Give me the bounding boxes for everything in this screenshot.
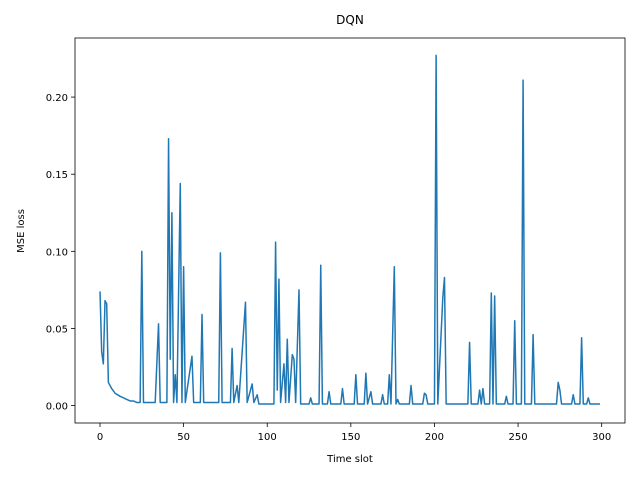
y-tick-label: 0.10 (46, 247, 68, 258)
x-axis-label: Time slot (326, 454, 373, 465)
x-tick-label: 250 (509, 432, 528, 443)
x-tick-label: 0 (97, 432, 103, 443)
data-line (99, 54, 600, 405)
y-axis-label: MSE loss (16, 209, 27, 253)
y-tick-label: 0.20 (46, 93, 68, 104)
axes-frame (74, 37, 626, 424)
y-tick-label: 0.15 (46, 170, 68, 181)
y-tick-label: 0.00 (46, 402, 68, 413)
x-tick-label: 150 (341, 432, 360, 443)
x-tick-label: 50 (177, 432, 190, 443)
x-tick-label: 300 (592, 432, 611, 443)
chart-title: DQN (336, 13, 364, 27)
y-tick-label: 0.05 (46, 324, 68, 335)
x-tick-label: 100 (258, 432, 277, 443)
x-tick-label: 200 (425, 432, 444, 443)
